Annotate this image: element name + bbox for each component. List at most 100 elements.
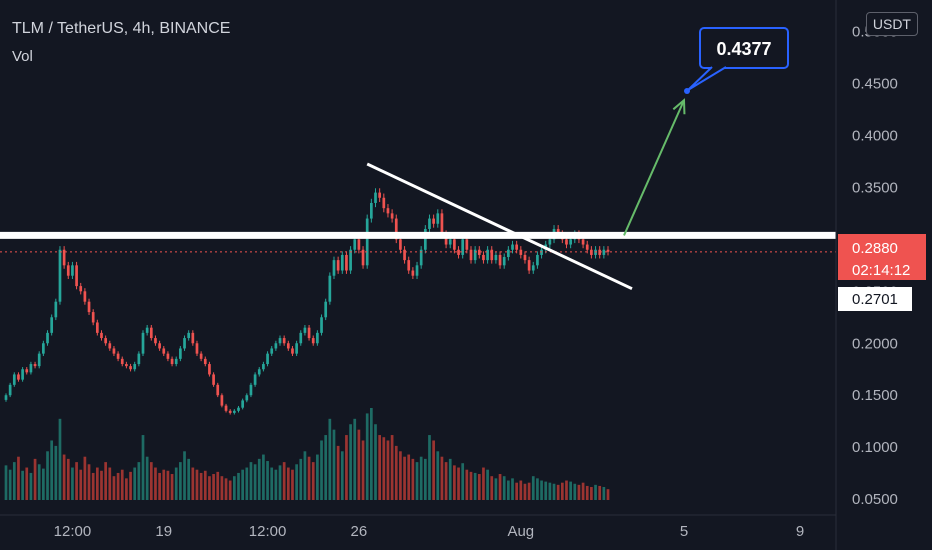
volume-bar [295, 464, 298, 500]
volume-bar [606, 489, 610, 500]
candle-body [58, 249, 62, 302]
volume-bar [457, 467, 460, 500]
candle-body [511, 244, 514, 250]
candle-body [361, 249, 365, 266]
candle-body [419, 249, 423, 266]
volume-bar [390, 435, 394, 500]
volume-bar [108, 467, 112, 500]
time-tick-label: 12:00 [54, 523, 92, 540]
volume-bar [411, 458, 415, 500]
candle-body [91, 312, 95, 323]
volume-bar [191, 467, 195, 500]
volume-bar [79, 469, 83, 500]
candle-body [370, 202, 373, 219]
volume-bar [353, 418, 357, 500]
volume-bar [262, 454, 265, 500]
candle-body [291, 348, 294, 354]
volume-bar [33, 458, 37, 500]
candle-body [241, 400, 244, 408]
volume-bar [453, 465, 456, 500]
volume-bar [12, 462, 16, 500]
volume-bar [75, 462, 78, 500]
volume-bar [407, 454, 411, 500]
candle-body [158, 343, 161, 349]
volume-bar [270, 467, 274, 500]
volume-bar [461, 463, 465, 500]
volume-legend[interactable]: Vol [12, 48, 33, 65]
candle-body [494, 254, 498, 261]
candle-body [527, 260, 531, 271]
candle-body [95, 322, 99, 333]
candle-body [129, 366, 132, 370]
candle-body [307, 327, 311, 339]
candle-body [220, 395, 224, 406]
candle-body [286, 343, 290, 349]
volume-bar [212, 474, 215, 500]
volume-bar [482, 467, 485, 500]
candle-body [502, 257, 506, 266]
volume-bar [95, 467, 99, 500]
volume-bar [382, 437, 386, 500]
target-callout[interactable]: 0.4377 [684, 27, 789, 94]
volume-bar [266, 461, 269, 500]
symbol-legend[interactable]: TLM / TetherUS, 4h, BINANCE [12, 20, 231, 37]
volume-bar [357, 429, 361, 500]
volume-bar [66, 458, 70, 500]
volume-bar [187, 458, 191, 500]
candle-body [581, 239, 585, 245]
volume-bar [370, 408, 373, 500]
candle-body [540, 249, 543, 255]
volume-bar [282, 462, 286, 500]
candle-body [12, 374, 16, 385]
callout-pointer [687, 66, 727, 91]
candle-body [257, 369, 261, 375]
candle-body [548, 239, 552, 245]
candle-body [477, 249, 481, 255]
volume-bar [100, 470, 103, 500]
candle-body [465, 239, 469, 250]
candle-body [282, 338, 286, 344]
volume-bar [378, 435, 382, 500]
volume-bar [332, 429, 336, 500]
candle-body [594, 249, 597, 255]
volume-bar [598, 485, 602, 500]
candle-body [245, 395, 249, 401]
candle-body [83, 291, 87, 302]
volume-bar [46, 451, 49, 500]
candle-body [320, 317, 323, 333]
candle-body [432, 218, 435, 224]
candle-body [328, 275, 332, 302]
candle-body [166, 353, 170, 359]
currency-button[interactable]: USDT [865, 12, 918, 36]
volume-bar [345, 435, 348, 500]
candle-body [79, 286, 83, 292]
candle-body [386, 208, 390, 214]
candle-body [332, 260, 336, 276]
candle-body [37, 353, 41, 367]
volume-bar [577, 484, 581, 500]
candle-body [125, 364, 128, 367]
volume-bar [166, 470, 170, 500]
volume-bar [556, 484, 560, 500]
candle-body [324, 301, 328, 318]
volume-bar [340, 451, 344, 500]
volume-bar [179, 462, 182, 500]
volume-bar [274, 469, 278, 500]
volume-bar [494, 478, 498, 500]
volume-bar [257, 458, 261, 500]
candle-body [104, 338, 107, 344]
support-price-label: 0.2701 [852, 291, 898, 308]
volume-bar [336, 445, 340, 500]
target-arrow[interactable] [623, 98, 686, 236]
candle-body [174, 358, 178, 365]
candle-body [531, 265, 535, 271]
candle-body [33, 364, 37, 367]
candle-body [8, 384, 12, 396]
time-axis[interactable]: 12:00 19 12:00 26 Aug 5 9 [0, 514, 836, 540]
descending-trendline[interactable] [366, 162, 633, 291]
volume-bar [473, 472, 477, 500]
volume-bar [602, 487, 606, 500]
candle-body [585, 244, 589, 250]
target-callout-box [699, 27, 789, 69]
